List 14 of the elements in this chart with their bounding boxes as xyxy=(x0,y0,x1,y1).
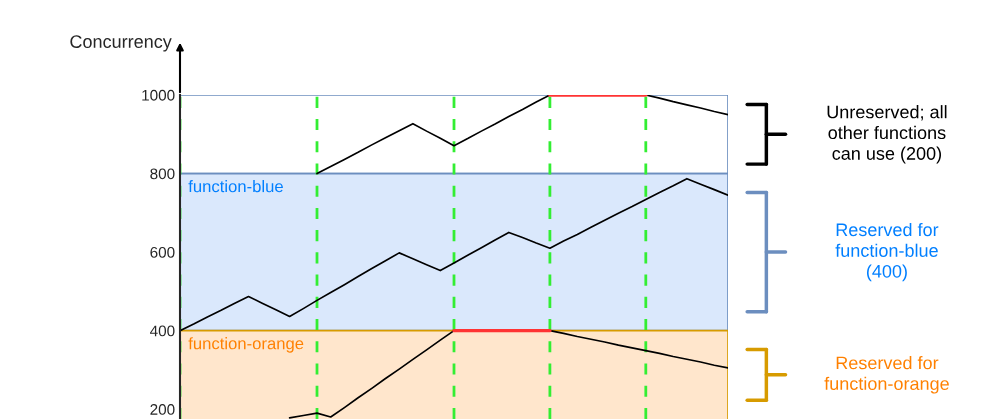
line-series xyxy=(549,329,728,369)
band-label: function-blue xyxy=(188,180,283,193)
text: Unreserved; all other functions can use (200) xyxy=(827,105,947,164)
y-tick-label: 800 xyxy=(150,168,175,180)
text: Reserved for function-orange xyxy=(824,356,949,394)
text: Reserved for function-blue (400) xyxy=(835,222,939,282)
line-series xyxy=(316,95,551,175)
y-tick-label: 1000 xyxy=(142,89,175,101)
y-tick-label: 600 xyxy=(150,246,175,258)
y-tick-label: 400 xyxy=(150,325,175,337)
line-series xyxy=(644,95,728,116)
band-label: function-orange xyxy=(188,337,304,353)
y-axis-title: Concurrency xyxy=(70,35,172,52)
y-tick-label: 200 xyxy=(150,404,175,415)
